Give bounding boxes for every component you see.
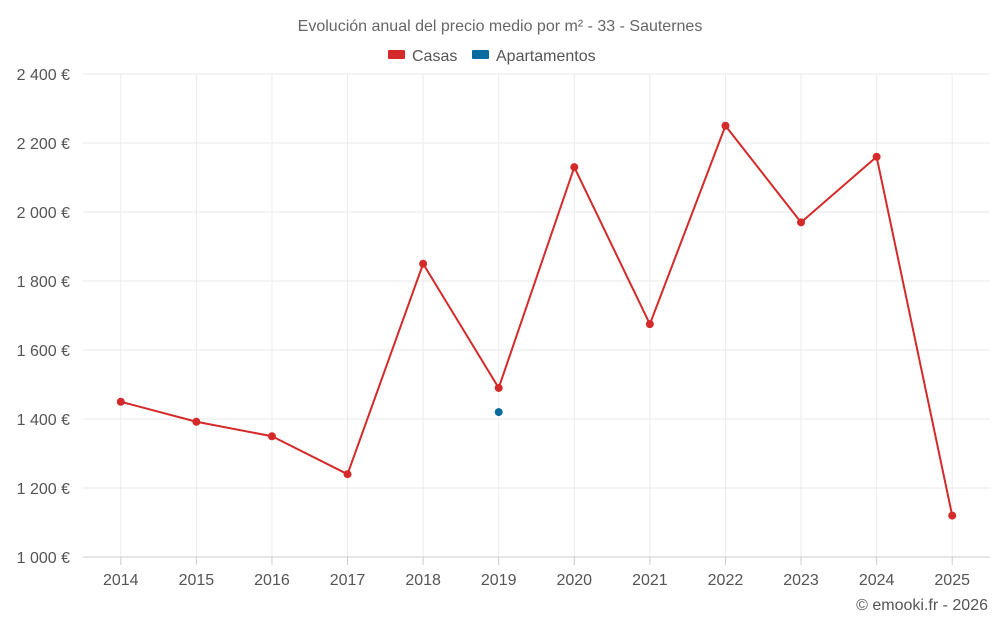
x-tick-label: 2014 [103,572,139,589]
chart-title: Evolución anual del precio medio por m² … [298,18,703,35]
data-point-casas-2017[interactable] [343,470,352,479]
data-point-casas-2018[interactable] [419,259,428,268]
data-point-casas-2025[interactable] [948,511,957,520]
data-point-apartamentos-2019[interactable] [494,408,503,417]
x-tick-label: 2022 [708,572,744,589]
data-point-casas-2014[interactable] [116,397,125,406]
y-tick-label: 1 200 € [17,481,70,498]
data-point-casas-2019[interactable] [494,383,503,392]
x-tick-label: 2018 [405,572,441,589]
data-point-casas-2015[interactable] [192,417,201,426]
y-tick-label: 2 400 € [17,67,70,84]
credit-text: © emooki.fr - 2026 [856,597,988,614]
legend-swatch-apartamentos [472,50,489,59]
x-tick-label: 2025 [934,572,970,589]
data-point-casas-2016[interactable] [267,432,276,441]
y-tick-label: 1 600 € [17,343,70,360]
legend-item-apartamentos[interactable]: Apartamentos [472,48,596,65]
y-tick-label: 1 000 € [17,550,70,567]
y-tick-label: 2 200 € [17,136,70,153]
y-tick-label: 1 800 € [17,274,70,291]
x-tick-label: 2021 [632,572,668,589]
axes: 1 000 € 1 200 € 1 400 € 1 600 € 1 800 € 2 000… [17,67,990,589]
data-point-casas-2024[interactable] [872,152,881,161]
legend-item-casas[interactable]: Casas [388,48,457,65]
legend[interactable]: Casas Apartamentos [388,48,596,65]
x-tick-label: 2015 [179,572,215,589]
x-tick-label: 2020 [556,572,592,589]
data-point-casas-2020[interactable] [570,163,579,172]
data-point-casas-2021[interactable] [645,320,654,329]
x-tick-label: 2019 [481,572,517,589]
x-tick-label: 2017 [330,572,366,589]
x-tick-label: 2016 [254,572,290,589]
series-layer [116,121,957,520]
series-apartamentos [494,408,503,417]
y-tick-label: 1 400 € [17,412,70,429]
grid [83,73,990,557]
data-point-casas-2023[interactable] [797,218,806,227]
y-tick-label: 2 000 € [17,205,70,222]
x-tick-label: 2024 [859,572,895,589]
series-line-casas [120,124,954,516]
legend-label-apartamentos: Apartamentos [496,48,596,65]
legend-swatch-casas [388,50,405,59]
data-point-casas-2022[interactable] [721,121,730,130]
x-tick-label: 2023 [783,572,819,589]
legend-label-casas: Casas [412,48,457,65]
series-casas [116,121,957,520]
